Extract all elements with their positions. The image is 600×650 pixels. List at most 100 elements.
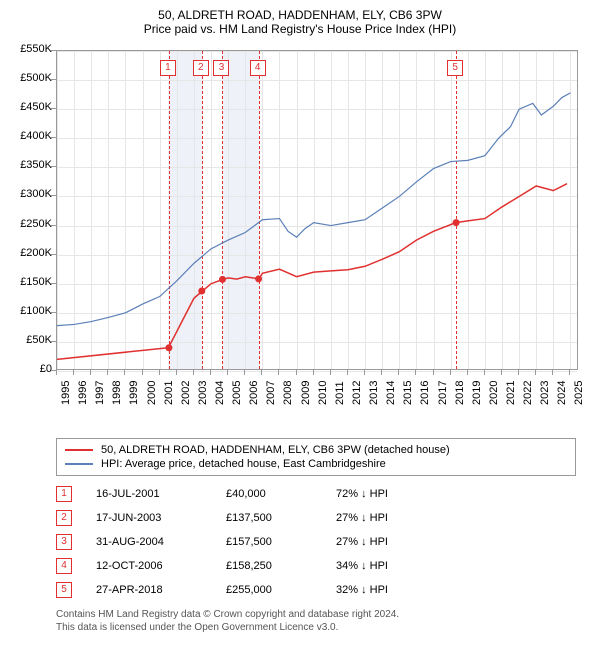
price-marker <box>165 344 172 351</box>
title-line-2: Price paid vs. HM Land Registry's House … <box>12 22 588 36</box>
y-axis-label: £500K <box>12 72 52 84</box>
x-tick <box>398 370 399 375</box>
event-table-row: 412-OCT-2006£158,25034% ↓ HPI <box>56 554 576 578</box>
y-tick <box>51 166 56 167</box>
y-tick <box>51 137 56 138</box>
x-axis-label: 2007 <box>265 381 277 405</box>
series-line-property <box>57 184 567 360</box>
x-tick <box>381 370 382 375</box>
y-tick <box>51 108 56 109</box>
legend-swatch-hpi <box>65 463 93 465</box>
event-diff: 27% ↓ HPI <box>336 512 446 524</box>
x-axis-label: 2024 <box>556 381 568 405</box>
event-diff: 27% ↓ HPI <box>336 536 446 548</box>
x-tick <box>56 370 57 375</box>
price-marker <box>255 275 262 282</box>
event-price: £158,250 <box>226 560 336 572</box>
footer: Contains HM Land Registry data © Crown c… <box>56 608 588 634</box>
legend-swatch-property <box>65 449 93 451</box>
legend-label-property: 50, ALDRETH ROAD, HADDENHAM, ELY, CB6 3P… <box>101 444 450 456</box>
x-tick <box>535 370 536 375</box>
x-axis-label: 2020 <box>488 381 500 405</box>
x-tick <box>433 370 434 375</box>
event-date: 31-AUG-2004 <box>96 536 226 548</box>
x-tick <box>227 370 228 375</box>
y-tick <box>51 254 56 255</box>
title-block: 50, ALDRETH ROAD, HADDENHAM, ELY, CB6 3P… <box>12 8 588 36</box>
chart-container: 50, ALDRETH ROAD, HADDENHAM, ELY, CB6 3P… <box>0 0 600 642</box>
x-axis-label: 1996 <box>77 381 89 405</box>
x-axis-label: 2010 <box>317 381 329 405</box>
event-badge: 5 <box>447 60 463 76</box>
gridline-h <box>57 371 577 372</box>
x-tick <box>450 370 451 375</box>
event-badge: 1 <box>160 60 176 76</box>
x-tick <box>467 370 468 375</box>
y-axis-label: £150K <box>12 276 52 288</box>
event-date: 27-APR-2018 <box>96 584 226 596</box>
x-axis-label: 2022 <box>522 381 534 405</box>
x-axis-label: 2003 <box>197 381 209 405</box>
y-tick <box>51 79 56 80</box>
y-axis-label: £250K <box>12 218 52 230</box>
series-svg <box>57 51 579 371</box>
footer-line-1: Contains HM Land Registry data © Crown c… <box>56 608 588 621</box>
x-tick <box>124 370 125 375</box>
x-tick <box>142 370 143 375</box>
x-tick <box>501 370 502 375</box>
legend-label-hpi: HPI: Average price, detached house, East… <box>101 458 386 470</box>
x-axis-label: 2023 <box>539 381 551 405</box>
title-line-1: 50, ALDRETH ROAD, HADDENHAM, ELY, CB6 3P… <box>12 8 588 22</box>
x-axis-label: 2012 <box>351 381 363 405</box>
x-axis-label: 2015 <box>402 381 414 405</box>
event-diff: 72% ↓ HPI <box>336 488 446 500</box>
event-table-badge: 2 <box>56 510 72 526</box>
event-badge: 2 <box>193 60 209 76</box>
x-axis-label: 2017 <box>437 381 449 405</box>
x-axis-label: 2000 <box>146 381 158 405</box>
x-tick <box>210 370 211 375</box>
x-axis-label: 2016 <box>419 381 431 405</box>
event-table-badge: 3 <box>56 534 72 550</box>
y-axis-label: £550K <box>12 43 52 55</box>
x-tick <box>569 370 570 375</box>
x-tick <box>159 370 160 375</box>
x-axis-label: 2004 <box>214 381 226 405</box>
x-axis-label: 2018 <box>454 381 466 405</box>
y-tick <box>51 195 56 196</box>
event-badge: 3 <box>213 60 229 76</box>
x-tick <box>90 370 91 375</box>
x-tick <box>244 370 245 375</box>
y-axis-label: £450K <box>12 101 52 113</box>
event-price: £157,500 <box>226 536 336 548</box>
event-table-badge: 1 <box>56 486 72 502</box>
x-tick <box>296 370 297 375</box>
x-axis-label: 2013 <box>368 381 380 405</box>
event-table: 116-JUL-2001£40,00072% ↓ HPI217-JUN-2003… <box>56 482 576 602</box>
y-axis-label: £200K <box>12 247 52 259</box>
x-tick <box>261 370 262 375</box>
event-date: 12-OCT-2006 <box>96 560 226 572</box>
x-axis-label: 2021 <box>505 381 517 405</box>
x-axis-label: 2006 <box>248 381 260 405</box>
y-axis-label: £400K <box>12 130 52 142</box>
event-badge: 4 <box>250 60 266 76</box>
y-axis-label: £100K <box>12 305 52 317</box>
event-table-row: 527-APR-2018£255,00032% ↓ HPI <box>56 578 576 602</box>
event-date: 17-JUN-2003 <box>96 512 226 524</box>
x-axis-label: 2019 <box>471 381 483 405</box>
x-tick <box>73 370 74 375</box>
x-axis-label: 2011 <box>334 381 346 405</box>
x-axis-label: 2009 <box>300 381 312 405</box>
event-table-badge: 5 <box>56 582 72 598</box>
plot-area <box>56 50 578 370</box>
x-axis-label: 2025 <box>573 381 585 405</box>
y-tick <box>51 312 56 313</box>
price-chart: 12345£0£50K£100K£150K£200K£250K£300K£350… <box>12 40 588 410</box>
legend-row-hpi: HPI: Average price, detached house, East… <box>65 457 567 471</box>
x-tick <box>313 370 314 375</box>
x-axis-label: 1995 <box>60 381 72 405</box>
event-price: £255,000 <box>226 584 336 596</box>
x-tick <box>330 370 331 375</box>
x-axis-label: 2014 <box>385 381 397 405</box>
